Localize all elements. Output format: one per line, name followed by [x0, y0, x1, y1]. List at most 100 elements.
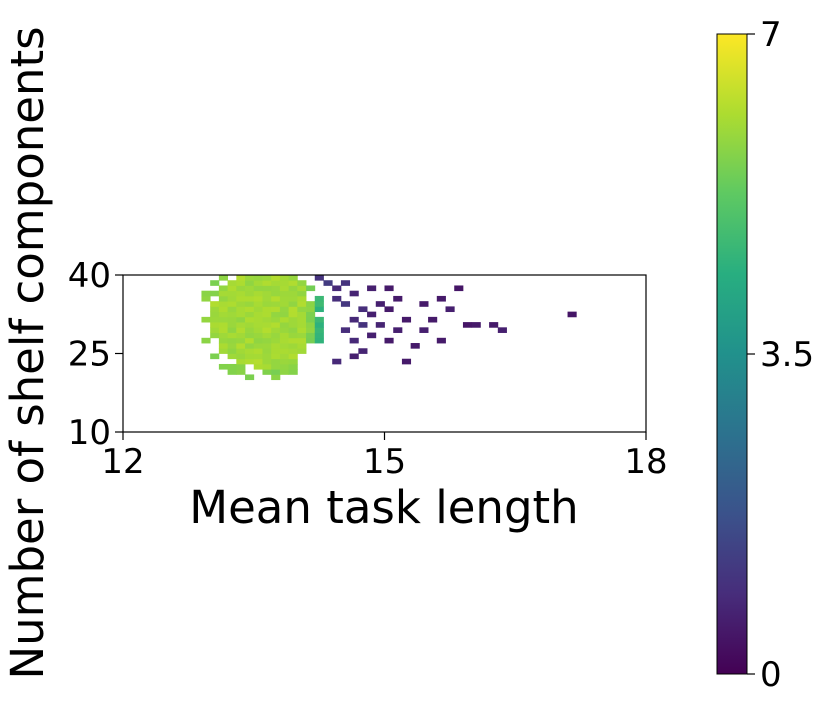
heatmap-cell: [279, 363, 290, 370]
heatmap-cell: [271, 301, 281, 307]
heatmap-cell: [201, 290, 211, 297]
heatmap-cell: [410, 343, 420, 349]
heatmap-cell: [210, 280, 220, 286]
heatmap-cell: [384, 337, 394, 344]
colorbar-tick-label: 3.5: [760, 335, 814, 375]
heatmap-cell: [245, 332, 255, 339]
y-tick-label: 25: [68, 335, 111, 375]
heatmap-cell: [279, 285, 290, 292]
heatmap-cell: [245, 353, 255, 360]
heatmap-cell: [236, 369, 246, 375]
heatmap-cell: [253, 306, 263, 313]
heatmap-cell: [236, 280, 246, 286]
heatmap-cell: [218, 332, 228, 339]
heatmap-cell: [297, 332, 307, 339]
heatmap-cell: [288, 290, 298, 297]
heatmap-cell: [253, 343, 263, 349]
heatmap-cell: [262, 327, 272, 333]
heatmap-cell: [262, 348, 272, 354]
heatmap-cell: [288, 337, 298, 344]
heatmap-cell: [358, 348, 368, 354]
heatmap-cell: [314, 275, 324, 281]
heatmap-cell: [297, 311, 307, 318]
heatmap-cell: [218, 311, 228, 318]
heatmap-cell: [279, 316, 290, 323]
colorbar: [716, 33, 748, 675]
heatmap-cell: [288, 332, 298, 339]
heatmap-cell: [210, 332, 220, 339]
heatmap-cell: [262, 337, 272, 344]
heatmap-cell: [288, 285, 298, 292]
heatmap-cell: [236, 285, 246, 292]
heatmap-cell: [253, 363, 263, 370]
colorbar-tick-label: 0: [760, 655, 782, 695]
heatmap-cell: [297, 337, 307, 344]
heatmap-cell: [271, 348, 281, 354]
heatmap-cell: [236, 358, 246, 365]
heatmap-cell: [245, 280, 255, 286]
heatmap-cell: [271, 327, 281, 333]
heatmap-cell: [227, 327, 237, 333]
x-tick-label: 12: [101, 442, 144, 482]
heatmap-cell: [227, 316, 237, 323]
heatmap-cell: [306, 316, 316, 323]
heatmap-cell: [279, 275, 290, 281]
heatmap-cell: [314, 322, 324, 328]
heatmap-cell: [279, 280, 290, 286]
heatmap-cell: [349, 290, 359, 297]
heatmap-cell: [253, 275, 263, 281]
heatmap-cell: [349, 353, 359, 360]
heatmap-cell: [210, 316, 220, 323]
heatmap-cell: [279, 337, 290, 344]
y-axis-label: Number of shelf components: [1, 26, 54, 679]
heatmap-cell: [236, 348, 246, 354]
heatmap-cell: [271, 290, 281, 297]
heatmap-cell: [367, 332, 377, 339]
heatmap-cell: [262, 280, 272, 286]
heatmap-cell: [271, 358, 281, 365]
heatmap-cell: [201, 316, 211, 323]
heatmap-cell: [218, 290, 228, 297]
heatmap-cell: [253, 353, 263, 360]
heatmap-cell: [367, 285, 377, 292]
heatmap-cell: [279, 332, 290, 339]
heatmap-cell: [245, 322, 255, 328]
heatmap-cells: [201, 275, 577, 381]
heatmap-cell: [210, 327, 220, 333]
heatmap-cell: [297, 316, 307, 323]
heatmap-cell: [288, 369, 298, 375]
heatmap-cell: [375, 322, 385, 328]
heatmap-cell: [314, 306, 324, 313]
heatmap-cell: [210, 301, 220, 307]
heatmap-cell: [288, 358, 298, 365]
heatmap-cell: [332, 295, 342, 302]
heatmap-cell: [279, 358, 290, 365]
heatmap-cell: [358, 306, 368, 313]
heatmap-cell: [271, 353, 281, 360]
heatmap-cell: [419, 327, 429, 333]
x-tick-label: 18: [624, 442, 667, 482]
heatmap-cell: [279, 369, 290, 375]
heatmap-cell: [279, 348, 290, 354]
heatmap-cell: [279, 343, 290, 349]
heatmap-cell: [288, 322, 298, 328]
heatmap-cell: [236, 316, 246, 323]
heatmap-cell: [227, 301, 237, 307]
colorbar-axis: 03.57: [747, 15, 814, 695]
heatmap-cell: [227, 337, 237, 344]
heatmap-cell: [314, 295, 324, 302]
heatmap-cell: [253, 295, 263, 302]
heatmap-cell: [262, 343, 272, 349]
heatmap-cell: [340, 327, 351, 333]
heatmap-cell: [245, 290, 255, 297]
x-axis: 12 15 18: [101, 432, 668, 482]
heatmap-cell: [253, 332, 263, 339]
heatmap-cell: [236, 327, 246, 333]
heatmap-cell: [227, 348, 237, 354]
heatmap-cell: [314, 327, 324, 333]
heatmap-cell: [262, 316, 272, 323]
heatmap-cell: [218, 337, 228, 344]
heatmap-cell: [314, 332, 324, 339]
heatmap-cell: [297, 285, 307, 292]
heatmap-cell: [306, 332, 316, 339]
